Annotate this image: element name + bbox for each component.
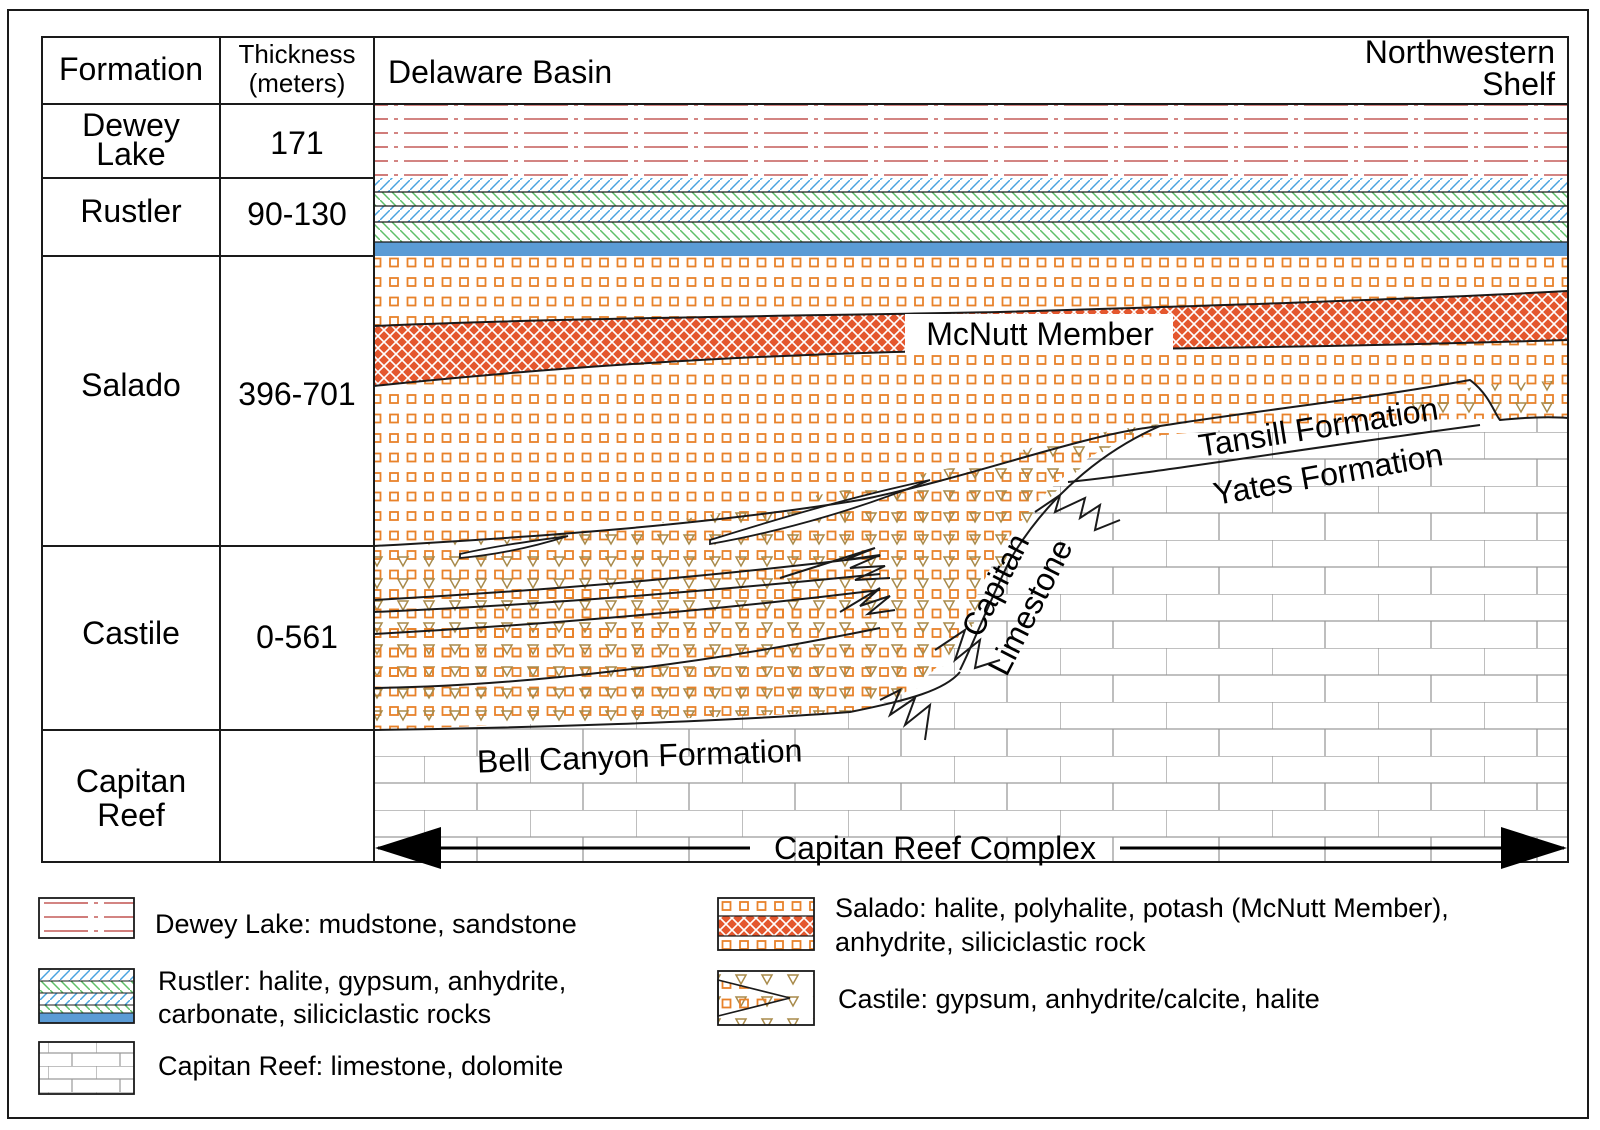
legend: Dewey Lake: mudstone, sandstone Rustler:… [38,893,1449,1095]
header-formation: Formation [59,51,203,87]
legend-swatch-rustler [38,968,135,1024]
formation-table [41,36,1569,863]
legend-rustler-text-1: Rustler: halite, gypsum, anhydrite, [158,966,566,996]
header-shelf: Shelf [1482,66,1555,102]
legend-dewey-text: Dewey Lake: mudstone, sandstone [155,909,577,939]
header-thickness: Thickness [238,39,355,69]
legend-swatch-salado [717,897,815,951]
row-thickness-dewey: 171 [270,125,323,161]
row-formation-capitan-1: Capitan [76,763,186,799]
label-mcnutt-member: McNutt Member [926,316,1154,352]
label-capitan-reef-complex: Capitan Reef Complex [774,830,1096,866]
row-thickness-salado: 396-701 [238,376,355,412]
rustler-layer [374,178,1568,256]
legend-salado-text-2: anhydrite, siliciclastic rock [835,927,1146,957]
legend-swatch-capitan [38,1041,135,1095]
row-formation-rustler: Rustler [80,193,182,229]
legend-swatch-castile [717,970,815,1026]
header-delaware-basin: Delaware Basin [388,54,612,90]
legend-castile-text: Castile: gypsum, anhydrite/calcite, hali… [838,984,1320,1014]
row-formation-dewey-1: Dewey [82,107,180,143]
figure-frame [7,9,1589,1119]
capitan-reef-layer [374,418,1568,862]
legend-capitan-text: Capitan Reef: limestone, dolomite [158,1051,563,1081]
row-formation-capitan-2: Reef [97,797,165,833]
dewey-lake-layer [374,104,1568,178]
row-formation-dewey-2: Lake [96,136,165,172]
section-outlines [373,378,1569,741]
header-northwestern: Northwestern [1365,34,1555,70]
row-thickness-rustler: 90-130 [247,196,347,232]
row-formation-salado: Salado [81,367,181,403]
row-formation-castile: Castile [82,615,180,651]
legend-swatch-dewey [38,897,135,939]
legend-rustler-text-2: carbonate, siliciclastic rocks [158,999,491,1029]
legend-salado-text-1: Salado: halite, polyhalite, potash (McNu… [835,893,1449,923]
cross-section [373,103,1569,863]
header-thickness-unit: (meters) [249,68,346,98]
row-thickness-castile: 0-561 [256,619,338,655]
